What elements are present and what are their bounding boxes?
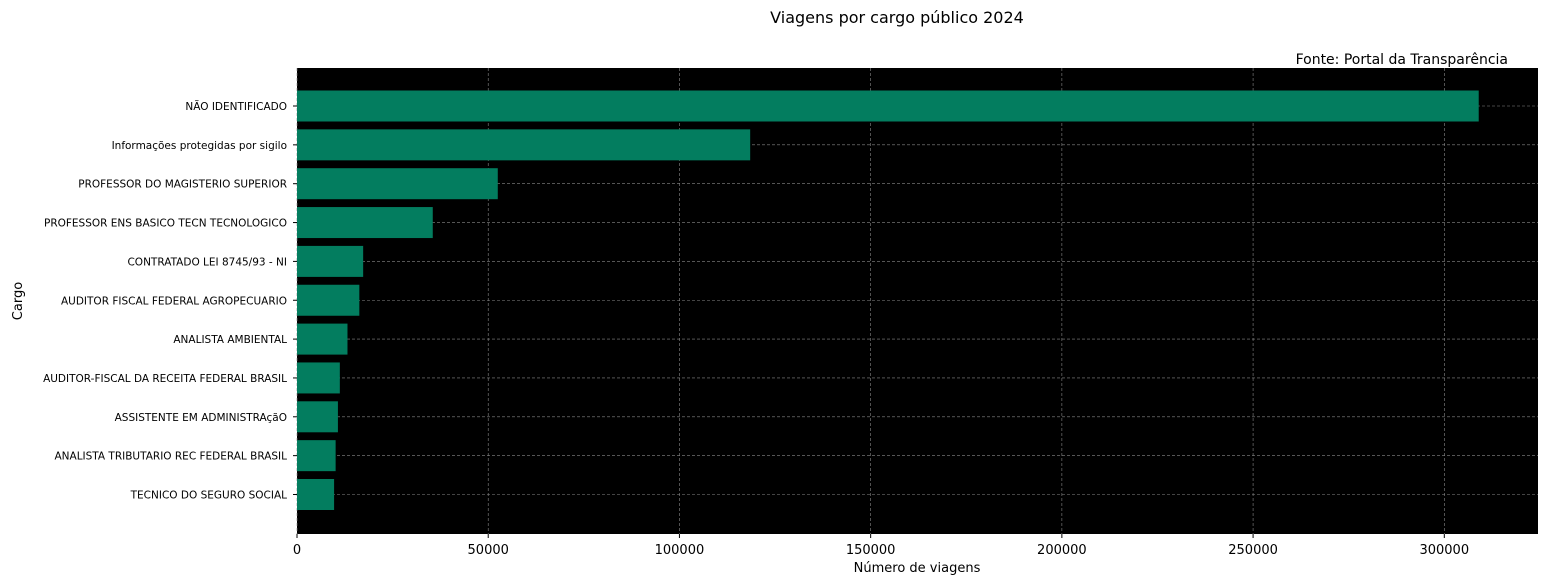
y-tick-label: TECNICO DO SEGURO SOCIAL [130, 490, 288, 502]
x-tick-labels: 0 50000 100000 150000 200000 250000 300000 [293, 534, 1469, 558]
y-tick-label: AUDITOR FISCAL FEDERAL AGROPECUARIO [61, 295, 287, 307]
bar [297, 362, 340, 394]
chart-source-annotation: Fonte: Portal da Transparência [1296, 52, 1508, 68]
x-tick-label: 200000 [1037, 543, 1087, 558]
x-tick-label: 0 [293, 543, 301, 558]
y-tick-label: ASSISTENTE EM ADMINISTRAçãO [115, 412, 287, 424]
x-tick-label: 300000 [1419, 543, 1469, 558]
y-tick-label: PROFESSOR DO MAGISTERIO SUPERIOR [78, 179, 287, 191]
y-tick-label: CONTRATADO LEI 8745/93 - NI [127, 256, 287, 268]
y-tick-label: ANALISTA AMBIENTAL [173, 334, 287, 346]
y-tick-labels: NÃO IDENTIFICADO Informações protegidas p… [43, 100, 297, 502]
bar [297, 207, 433, 239]
y-tick-label: ANALISTA TRIBUTARIO REC FEDERAL BRASIL [54, 451, 287, 463]
y-tick-label: NÃO IDENTIFICADO [185, 100, 287, 113]
grid-lines [296, 68, 1538, 534]
x-tick-label: 50000 [468, 543, 509, 558]
y-tick-label: Informações protegidas por sigilo [112, 140, 287, 152]
y-axis-label: Cargo [11, 282, 26, 320]
bar [297, 168, 498, 200]
y-tick-label: AUDITOR-FISCAL DA RECEITA FEDERAL BRASIL [43, 373, 287, 385]
x-tick-label: 100000 [655, 543, 705, 558]
bar [297, 440, 336, 472]
bar [297, 129, 751, 161]
x-tick-label: 150000 [846, 543, 896, 558]
bar [297, 245, 364, 277]
chart-title: Viagens por cargo público 2024 [770, 8, 1024, 27]
bars [297, 90, 1479, 510]
x-tick-label: 250000 [1228, 543, 1278, 558]
bar [297, 90, 1479, 122]
bar [297, 323, 348, 355]
bar [297, 401, 338, 433]
bar [297, 479, 335, 510]
y-tick-label: PROFESSOR ENS BASICO TECN TECNOLOGICO [44, 218, 287, 230]
x-axis-label: Número de viagens [854, 561, 981, 576]
bar [297, 284, 360, 316]
